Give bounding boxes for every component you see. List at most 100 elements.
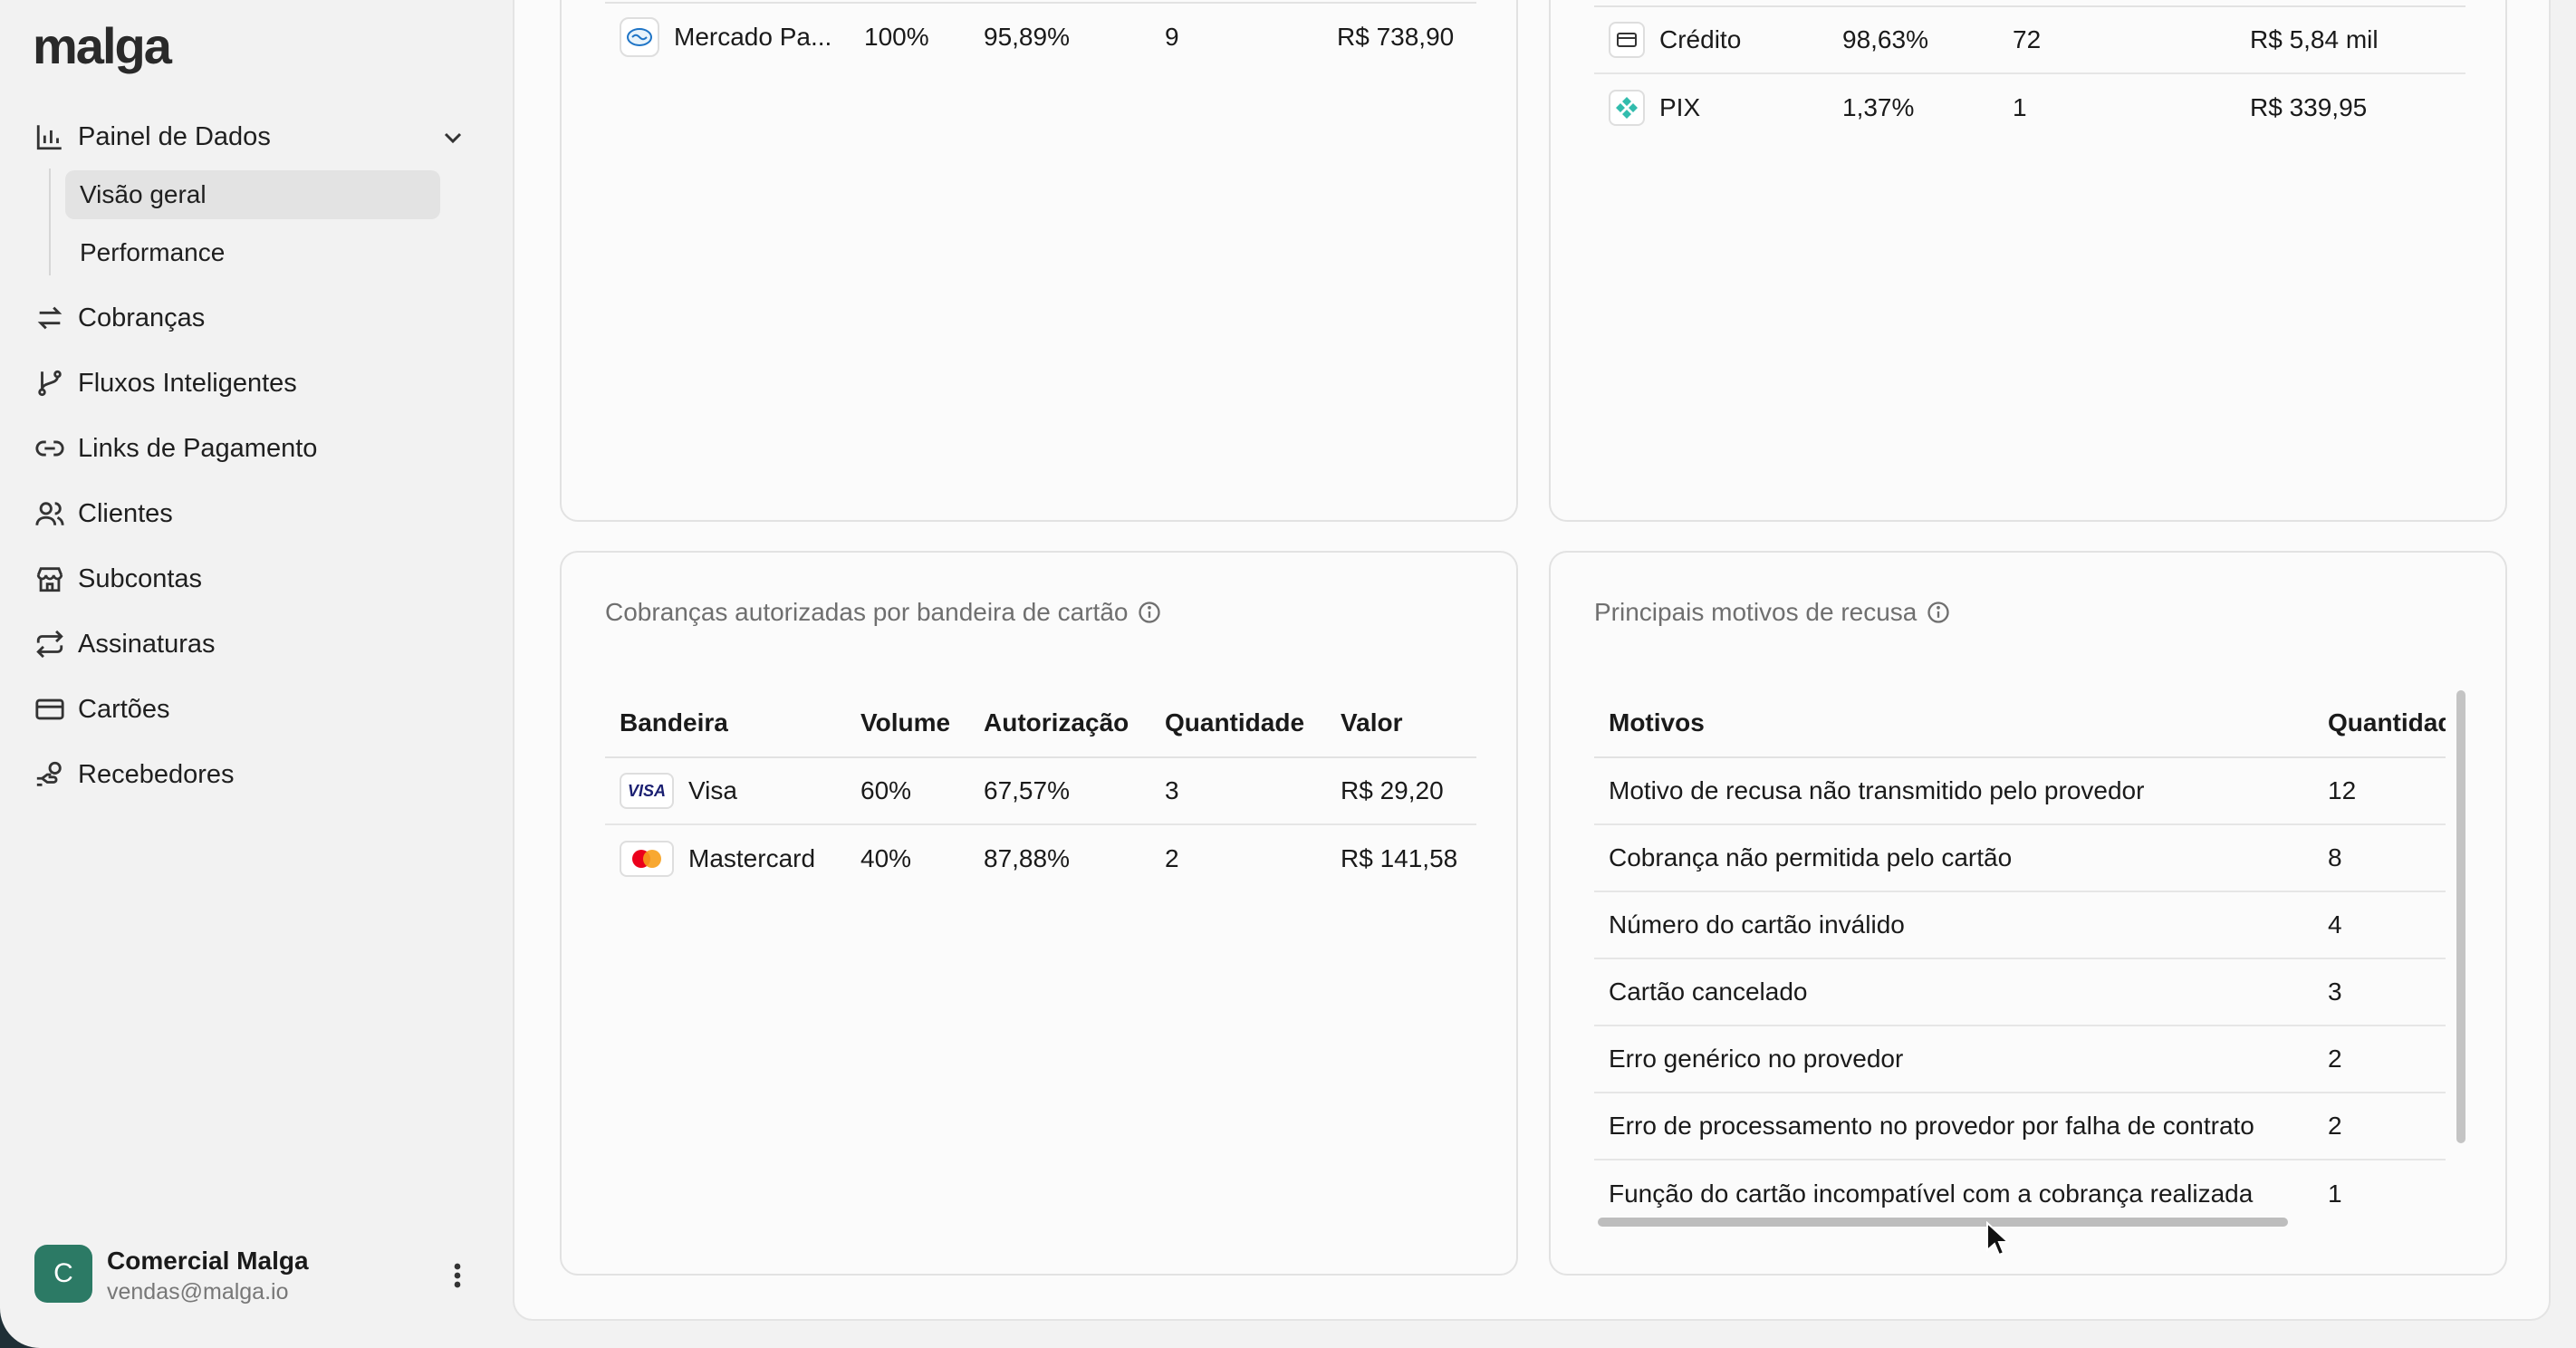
table-row[interactable]: Mercado Pa... 100% 95,89% 9 R$ 738,90	[605, 2, 1476, 70]
acquirers-table: Mercado Pa... 100% 95,89% 9 R$ 738,90	[605, 2, 1476, 70]
sidebar-item-painel-de-dados[interactable]: Painel de Dados	[34, 112, 271, 161]
table-row[interactable]: Cartão cancelado 3	[1594, 958, 2446, 1026]
value-cell: R$ 29,20	[1326, 757, 1476, 825]
qty-cell: 2	[2313, 1093, 2446, 1160]
card-refusal-reasons: Principais motivos de recusa Motivos Qua…	[1549, 551, 2507, 1276]
mercado-pago-icon	[620, 16, 659, 57]
table-row[interactable]: Cobrança não permitida pelo cartão 8	[1594, 824, 2446, 892]
sidebar-item-subcontas[interactable]: Subcontas	[34, 554, 202, 603]
table-row[interactable]: PIX 1,37% 1 R$ 339,95	[1594, 73, 2465, 140]
qty-cell: 2	[2313, 1025, 2446, 1093]
sidebar-item-cartoes[interactable]: Cartões	[34, 685, 170, 734]
header-volume[interactable]: Volume	[846, 688, 969, 758]
user-name: Comercial Malga	[107, 1247, 309, 1275]
sidebar-item-clientes[interactable]: Clientes	[34, 489, 173, 538]
mouse-cursor-icon	[1986, 1221, 2009, 1257]
header-bandeira[interactable]: Bandeira	[605, 688, 846, 758]
reason-cell: Cartão cancelado	[1594, 958, 2313, 1026]
sidebar: malga Painel de Dados Visão geral Perfor…	[0, 0, 489, 1348]
pix-icon	[1609, 89, 1645, 126]
qty-cell: 2	[1165, 843, 1179, 872]
volume-cell: 60%	[846, 757, 969, 825]
sidebar-item-label: Assinaturas	[78, 629, 216, 659]
reason-cell: Função do cartão incompatível com a cobr…	[1609, 1179, 2254, 1208]
table-row[interactable]: VISA Visa 60% 67,57% 3 R$ 29,20	[605, 757, 1476, 825]
vertical-scrollbar[interactable]	[2456, 690, 2465, 1143]
sidebar-item-cobrancas[interactable]: Cobranças	[34, 294, 205, 342]
chevron-down-icon[interactable]	[438, 123, 467, 152]
header-quantidade[interactable]: Quantidade	[1150, 688, 1326, 758]
arrows-swap-icon	[37, 306, 62, 330]
header-valor[interactable]: Valor	[1326, 688, 1476, 758]
brand-name: Mastercard	[688, 843, 816, 872]
refusal-table-scroll[interactable]: Motivos Quantidad Motivo de recusa não t…	[1594, 688, 2446, 1216]
auth-cell: 87,88%	[984, 843, 1070, 872]
repeat-icon	[36, 630, 63, 659]
sidebar-item-label: Clientes	[78, 498, 173, 528]
card-title-text: Cobranças autorizadas por bandeira de ca…	[605, 598, 1129, 626]
table-row[interactable]: Erro genérico no provedor 2	[1594, 1025, 2446, 1093]
table-header-row: Bandeira Volume Autorização Quantidade V…	[605, 688, 1476, 758]
sidebar-item-fluxos-inteligentes[interactable]: Fluxos Inteligentes	[34, 359, 297, 408]
user-profile[interactable]: C Comercial Malga vendas@malga.io	[34, 1245, 469, 1308]
brand-name: Visa	[688, 776, 737, 804]
volume-cell: 100%	[850, 2, 969, 70]
auth-cell: 67,57%	[969, 757, 1150, 825]
malga-logo[interactable]: malga	[33, 17, 172, 74]
card-title: Cobranças autorizadas por bandeira de ca…	[605, 598, 1162, 627]
info-icon[interactable]	[1926, 600, 1951, 625]
qty-cell: 4	[2313, 891, 2446, 959]
table-row[interactable]: Mastercard 40% 87,88% 2 R$ 141,58	[605, 824, 1476, 891]
horizontal-scrollbar[interactable]	[1598, 1218, 2288, 1227]
qty-cell: 72	[1998, 5, 2235, 74]
card-title-text: Principais motivos de recusa	[1594, 598, 1918, 626]
reason-cell: Motivo de recusa não transmitido pelo pr…	[1594, 757, 2313, 825]
info-icon[interactable]	[1137, 600, 1162, 625]
acquirer-name: Mercado Pa...	[674, 22, 832, 51]
table-row[interactable]: Erro de processamento no provedor por fa…	[1594, 1093, 2446, 1160]
value-cell: R$ 339,95	[2250, 92, 2368, 121]
qty-cell: 3	[2313, 958, 2446, 1026]
sidebar-subitem-visao-geral[interactable]: Visão geral	[65, 170, 440, 219]
qty-cell: 9	[1150, 2, 1322, 70]
store-icon	[36, 567, 63, 592]
header-autorizacao[interactable]: Autorização	[969, 688, 1150, 758]
qty-cell: 8	[2313, 824, 2446, 892]
sidebar-item-links-de-pagamento[interactable]: Links de Pagamento	[34, 424, 317, 473]
header-quantidade[interactable]: Quantidad	[2313, 688, 2446, 758]
table-row[interactable]: Motivo de recusa não transmitido pelo pr…	[1594, 757, 2446, 825]
table-row[interactable]: Número do cartão inválido 4	[1594, 891, 2446, 959]
method-name: PIX	[1659, 92, 1701, 121]
qty-cell: 1	[2328, 1179, 2342, 1208]
card-payment-methods: Crédito 98,63% 72 R$ 5,84 mil PIX	[1549, 0, 2507, 522]
sidebar-item-label: Cartões	[78, 694, 170, 724]
hand-coins-icon	[36, 761, 62, 786]
reason-cell: Erro de processamento no provedor por fa…	[1594, 1093, 2313, 1160]
sidebar-item-label: Recebedores	[78, 759, 235, 789]
brand-table: Bandeira Volume Autorização Quantidade V…	[605, 688, 1476, 891]
bar-chart-icon	[36, 125, 62, 150]
table-row[interactable]: Função do cartão incompatível com a cobr…	[1594, 1160, 2446, 1216]
sidebar-item-assinaturas[interactable]: Assinaturas	[34, 620, 216, 669]
sidebar-subitem-performance[interactable]: Performance	[80, 238, 226, 266]
user-email: vendas@malga.io	[107, 1279, 289, 1305]
sidebar-item-label: Cobranças	[78, 303, 206, 332]
link-icon	[35, 440, 64, 457]
qty-cell: 1	[2013, 92, 2027, 121]
main-content: Mercado Pa... 100% 95,89% 9 R$ 738,90	[513, 0, 2551, 1321]
table-row[interactable]: Crédito 98,63% 72 R$ 5,84 mil	[1594, 5, 2465, 74]
sidebar-item-label: Painel de Dados	[78, 121, 271, 151]
method-name: Crédito	[1659, 25, 1742, 53]
payment-methods-table: Crédito 98,63% 72 R$ 5,84 mil PIX	[1594, 5, 2465, 140]
refusal-table: Motivos Quantidad Motivo de recusa não t…	[1594, 688, 2446, 1216]
qty-cell: 3	[1150, 757, 1326, 825]
more-vertical-icon[interactable]	[444, 1257, 471, 1294]
git-branch-icon	[38, 370, 62, 397]
value-cell: R$ 5,84 mil	[2235, 5, 2465, 74]
header-motivos[interactable]: Motivos	[1594, 688, 2313, 758]
auth-cell: 95,89%	[969, 2, 1150, 70]
sidebar-item-recebedores[interactable]: Recebedores	[34, 750, 235, 799]
volume-cell: 1,37%	[1842, 92, 1915, 121]
reason-cell: Número do cartão inválido	[1594, 891, 2313, 959]
